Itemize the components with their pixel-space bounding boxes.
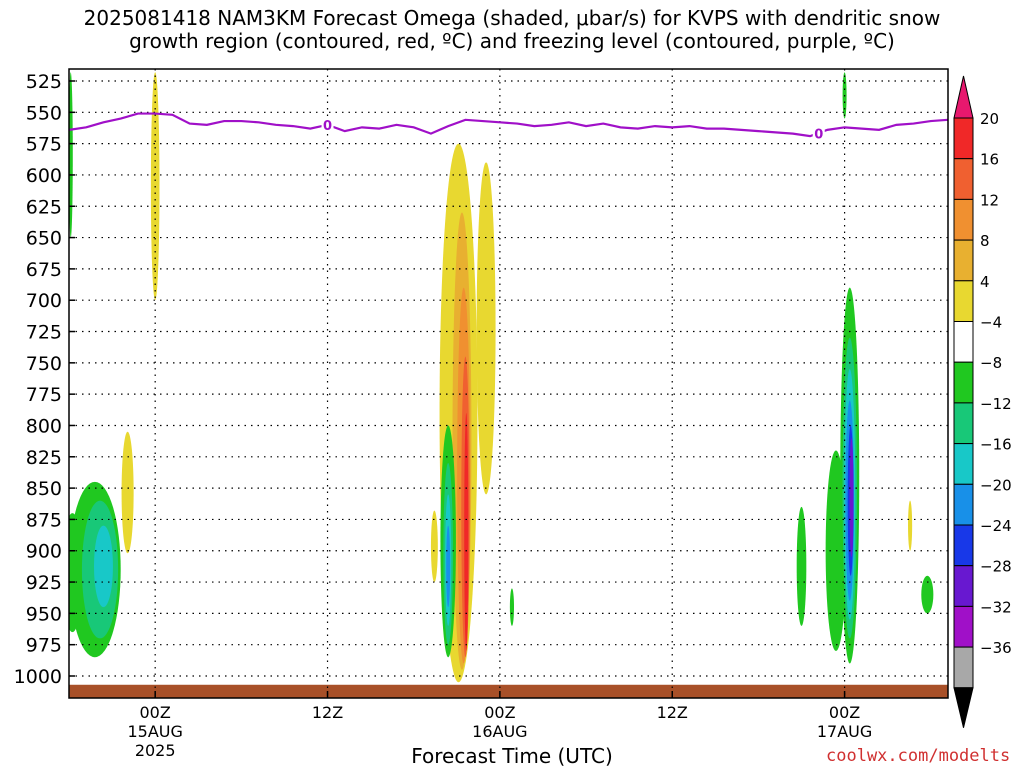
colorbar-swatch <box>953 280 974 322</box>
x-tick-year: 2025 <box>135 741 176 760</box>
colorbar-label: −12 <box>980 395 1012 413</box>
omega-region <box>430 510 438 583</box>
contour-label-bg <box>321 117 334 132</box>
omega-region <box>464 412 469 651</box>
colorbar-swatch <box>953 483 974 526</box>
colorbar-swatch <box>953 239 974 282</box>
y-tick-label: 700 <box>26 290 62 312</box>
chart-title-line-2: growth region (contoured, red, ºC) and f… <box>129 29 895 53</box>
y-tick-label: 975 <box>26 635 62 657</box>
colorbar-label: −16 <box>980 436 1012 454</box>
colorbar-label: −32 <box>980 598 1012 616</box>
y-tick-label: 900 <box>26 541 62 563</box>
ground-surface <box>69 684 948 698</box>
y-tick-label: 775 <box>26 384 62 406</box>
y-tick-label: 625 <box>26 196 62 218</box>
chart-title-line-1: 2025081418 NAM3KM Forecast Omega (shaded… <box>83 6 941 30</box>
omega-region <box>476 162 496 495</box>
colorbar-label: 16 <box>980 151 999 169</box>
colorbar-swatch <box>953 402 974 445</box>
y-tick-label: 600 <box>26 165 62 187</box>
y-tick-label: 875 <box>26 509 62 531</box>
contour-label-bg <box>812 126 825 141</box>
colorbar-top-arrow <box>953 75 974 119</box>
omega-region <box>908 500 913 551</box>
y-tick-label: 650 <box>26 228 62 250</box>
freezing-level-line <box>69 112 948 138</box>
x-tick-label: 00Z <box>484 703 515 722</box>
colorbar-label: 8 <box>980 232 990 250</box>
colorbar-label: −28 <box>980 558 1012 576</box>
freezing-level-label: 0 <box>323 119 332 134</box>
colorbar-bottom-arrow <box>953 687 974 728</box>
plot-background <box>69 69 948 698</box>
x-tick-label: 12Z <box>312 703 343 722</box>
y-tick-label: 525 <box>26 71 62 93</box>
colorbar-label: −24 <box>980 517 1012 535</box>
omega-region <box>93 525 113 608</box>
x-tick-date: 15AUG <box>127 722 182 741</box>
colorbar-swatch <box>953 605 974 648</box>
colorbar-label: 4 <box>980 273 990 291</box>
y-tick-label: 950 <box>26 603 62 625</box>
x-tick-label: 00Z <box>829 703 860 722</box>
omega-region <box>509 588 515 626</box>
colorbar-label: 12 <box>980 191 999 209</box>
colorbar-swatch <box>953 158 974 200</box>
x-tick-date: 17AUG <box>817 722 872 741</box>
ground-layer <box>69 684 948 698</box>
omega-region <box>121 431 134 554</box>
colorbar-label: −36 <box>980 639 1012 657</box>
colorbar-swatch <box>953 198 974 241</box>
colorbar-swatch <box>953 361 974 404</box>
y-tick-label: 925 <box>26 572 62 594</box>
colorbar-swatch <box>953 646 974 689</box>
grid-lines <box>69 69 948 698</box>
freezing-level-contour: 00 <box>69 112 948 143</box>
plot-frame <box>68 68 949 699</box>
colorbar: 20 16 12 8 4 −4 −8 −12 −16 −20 −24 −28 −32 −36 <box>953 75 1012 728</box>
colorbar-label: −4 <box>980 314 1002 332</box>
x-tick-label: 12Z <box>657 703 688 722</box>
y-tick-label: 825 <box>26 447 62 469</box>
colorbar-label: 20 <box>980 110 999 128</box>
x-tick-date: 16AUG <box>472 722 527 741</box>
x-tick-label: 00Z <box>140 703 171 722</box>
omega-region <box>849 438 854 557</box>
y-tick-label: 575 <box>26 134 62 156</box>
y-tick-label: 550 <box>26 102 62 124</box>
colorbar-label: −8 <box>980 354 1002 372</box>
omega-region <box>921 575 934 614</box>
y-tick-label: 800 <box>26 415 62 437</box>
x-axis-label: Forecast Time (UTC) <box>411 744 613 768</box>
colorbar-swatch <box>953 117 974 160</box>
colorbar-label: −20 <box>980 476 1012 494</box>
colorbar-swatch <box>953 524 974 567</box>
y-tick-label: 1000 <box>14 666 62 688</box>
source-credit: coolwx.com/modelts <box>826 746 1011 766</box>
colorbar-swatch <box>953 443 974 485</box>
y-tick-label: 675 <box>26 259 62 281</box>
freezing-level-label: 0 <box>814 128 823 143</box>
omega-region <box>69 513 83 633</box>
y-tick-label: 850 <box>26 478 62 500</box>
omega-region <box>69 72 73 238</box>
colorbar-swatch <box>953 321 974 363</box>
y-tick-label: 750 <box>26 353 62 375</box>
y-axis: 525 550 575 600 625 650 675 700 725 750 775 800 825 8… <box>14 71 75 688</box>
omega-region <box>796 506 807 626</box>
y-tick-label: 725 <box>26 322 62 344</box>
omega-region <box>446 525 451 608</box>
colorbar-swatch <box>953 565 974 607</box>
